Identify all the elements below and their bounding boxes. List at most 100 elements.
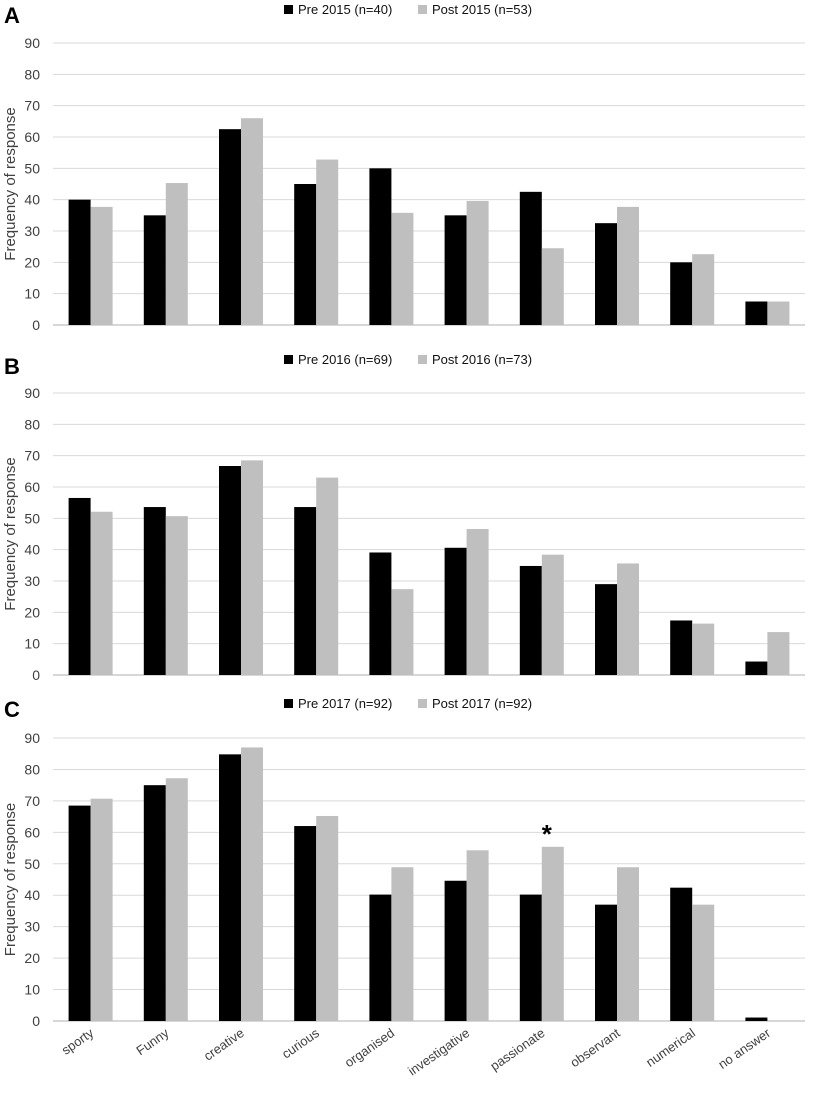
bar-pre-curious — [294, 507, 317, 675]
panel-letter: B — [4, 354, 20, 379]
legend-swatch — [418, 699, 427, 708]
y-tick-label: 50 — [24, 160, 40, 176]
bar-pre-no-answer — [745, 301, 768, 325]
category-label: Funny — [133, 1025, 172, 1058]
y-tick-label: 80 — [24, 66, 40, 82]
bar-pre-investigative — [444, 547, 467, 675]
bar-pre-observant — [595, 223, 617, 325]
bar-post-curious — [316, 159, 339, 325]
y-tick-label: 40 — [24, 192, 40, 208]
y-axis-label: Frequency of response — [2, 457, 19, 610]
bar-post-sporty — [90, 798, 113, 1021]
significance-star: * — [542, 819, 553, 849]
y-axis-label: Frequency of response — [2, 803, 19, 956]
y-tick-label: 20 — [24, 950, 40, 966]
bar-post-passionate — [541, 248, 564, 325]
bar-pre-numerical — [670, 262, 693, 325]
bar-post-funny — [165, 183, 188, 325]
category-label: creative — [201, 1025, 247, 1063]
bar-post-passionate — [541, 554, 564, 675]
bar-pre-organised — [369, 894, 392, 1021]
category-label: organised — [342, 1025, 397, 1070]
bar-post-observant — [617, 563, 639, 675]
legend: Pre 2017 (n=92) Post 2017 (n=92) — [284, 696, 532, 711]
bar-pre-numerical — [670, 887, 693, 1021]
y-tick-label: 20 — [24, 604, 40, 620]
chart-panel-a: A 0 10 20 30 40 50 60 70 80 90 Frequency of respons… — [2, 2, 805, 333]
y-tick-label: 80 — [24, 761, 40, 777]
bar-pre-organised — [369, 168, 392, 325]
y-tick-label: 40 — [24, 542, 40, 558]
legend: Pre 2016 (n=69) Post 2016 (n=73) — [284, 352, 532, 367]
bar-post-sporty — [90, 511, 113, 675]
bar-post-curious — [316, 815, 339, 1021]
bar-pre-investigative — [444, 880, 467, 1021]
bar-post-numerical — [692, 623, 715, 675]
legend-entry: Post 2017 (n=92) — [432, 696, 532, 711]
bar-post-creative — [241, 747, 263, 1021]
bar-pre-no-answer — [745, 661, 768, 675]
bar-pre-funny — [143, 507, 166, 675]
bar-post-funny — [165, 516, 188, 675]
y-tick-label: 80 — [24, 416, 40, 432]
bar-pre-sporty — [68, 805, 91, 1021]
legend-swatch — [418, 355, 427, 364]
bar-post-investigative — [466, 200, 489, 325]
bar-post-observant — [617, 206, 639, 325]
legend-entry: Pre 2017 (n=92) — [298, 696, 392, 711]
bar-pre-observant — [595, 904, 617, 1021]
y-tick-label: 0 — [32, 1013, 40, 1029]
bar-pre-investigative — [444, 215, 467, 325]
bar-post-creative — [241, 118, 263, 325]
y-tick-label: 70 — [24, 793, 40, 809]
bar-post-no-answer — [767, 301, 790, 325]
bar-pre-observant — [595, 584, 617, 675]
y-tick-label: 90 — [24, 730, 40, 746]
bar-post-investigative — [466, 528, 489, 675]
bar-post-organised — [391, 867, 414, 1021]
bar-post-organised — [391, 589, 414, 675]
bar-post-passionate — [541, 846, 564, 1021]
bar-post-numerical — [692, 904, 715, 1021]
bar-post-sporty — [90, 206, 113, 325]
bar-post-observant — [617, 867, 639, 1021]
legend-swatch — [284, 699, 293, 708]
y-tick-label: 60 — [24, 129, 40, 145]
panel-letter: C — [4, 697, 20, 722]
bar-post-numerical — [692, 254, 715, 325]
bar-post-no-answer — [767, 632, 790, 675]
bar-pre-passionate — [519, 191, 542, 325]
legend-entry: Pre 2015 (n=40) — [298, 2, 392, 17]
y-tick-label: 30 — [24, 573, 40, 589]
legend-swatch — [284, 355, 293, 364]
bar-post-creative — [241, 460, 263, 675]
y-tick-label: 50 — [24, 510, 40, 526]
y-tick-label: 60 — [24, 824, 40, 840]
legend-swatch — [418, 5, 427, 14]
y-tick-label: 10 — [24, 636, 40, 652]
legend-entry: Post 2015 (n=53) — [432, 2, 532, 17]
category-label: investigative — [405, 1025, 472, 1078]
y-tick-label: 10 — [24, 982, 40, 998]
y-tick-label: 90 — [24, 35, 40, 51]
legend-entry: Pre 2016 (n=69) — [298, 352, 392, 367]
chart-panel-c: C 0 10 20 30 40 50 60 70 80 90 Frequency of respons… — [2, 696, 805, 1078]
y-tick-label: 50 — [24, 856, 40, 872]
bar-pre-organised — [369, 552, 392, 675]
y-tick-label: 30 — [24, 919, 40, 935]
bar-pre-funny — [143, 785, 166, 1021]
chart-panel-b: B 0 10 20 30 40 50 60 70 80 90 Frequency of respons… — [2, 352, 805, 683]
y-tick-label: 0 — [32, 317, 40, 333]
y-tick-label: 70 — [24, 448, 40, 464]
bar-post-curious — [316, 477, 339, 675]
bar-pre-curious — [294, 826, 317, 1021]
bar-pre-curious — [294, 184, 317, 325]
bar-pre-creative — [219, 754, 241, 1021]
bar-post-investigative — [466, 850, 489, 1021]
bar-pre-no-answer — [745, 1017, 768, 1021]
y-tick-label: 0 — [32, 667, 40, 683]
category-label: curious — [279, 1025, 322, 1062]
y-tick-label: 90 — [24, 385, 40, 401]
bar-pre-sporty — [68, 497, 91, 675]
